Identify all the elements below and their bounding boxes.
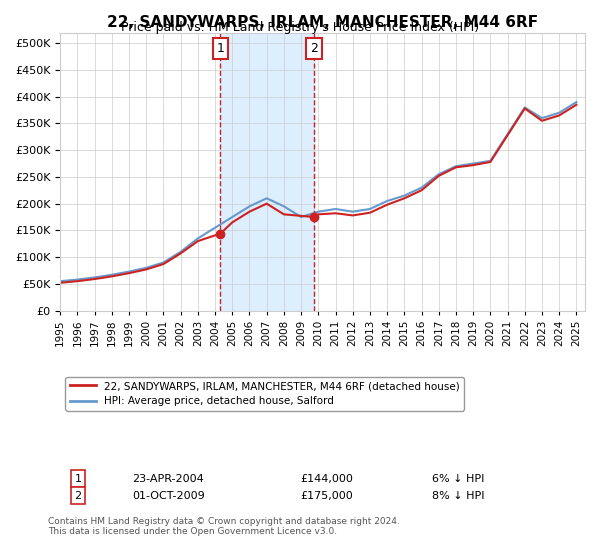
Bar [220, 32, 314, 311]
Title: 22, SANDYWARPS, IRLAM, MANCHESTER, M44 6RF: 22, SANDYWARPS, IRLAM, MANCHESTER, M44 6… [107, 15, 538, 30]
Text: 1: 1 [74, 474, 82, 484]
Text: £144,000: £144,000 [300, 474, 353, 484]
Legend: 22, SANDYWARPS, IRLAM, MANCHESTER, M44 6RF (detached house), HPI: Average price,: 22, SANDYWARPS, IRLAM, MANCHESTER, M44 6… [65, 377, 464, 410]
Text: 23-APR-2004: 23-APR-2004 [132, 474, 204, 484]
Text: £175,000: £175,000 [300, 491, 353, 501]
Text: 6% ↓ HPI: 6% ↓ HPI [432, 474, 484, 484]
Text: 8% ↓ HPI: 8% ↓ HPI [432, 491, 485, 501]
Text: Contains HM Land Registry data © Crown copyright and database right 2024.
This d: Contains HM Land Registry data © Crown c… [48, 517, 400, 536]
Text: 2: 2 [310, 42, 318, 55]
Text: Price paid vs. HM Land Registry's House Price Index (HPI): Price paid vs. HM Land Registry's House … [121, 21, 479, 34]
Text: 2: 2 [74, 491, 82, 501]
Text: 01-OCT-2009: 01-OCT-2009 [132, 491, 205, 501]
Text: 1: 1 [217, 42, 224, 55]
